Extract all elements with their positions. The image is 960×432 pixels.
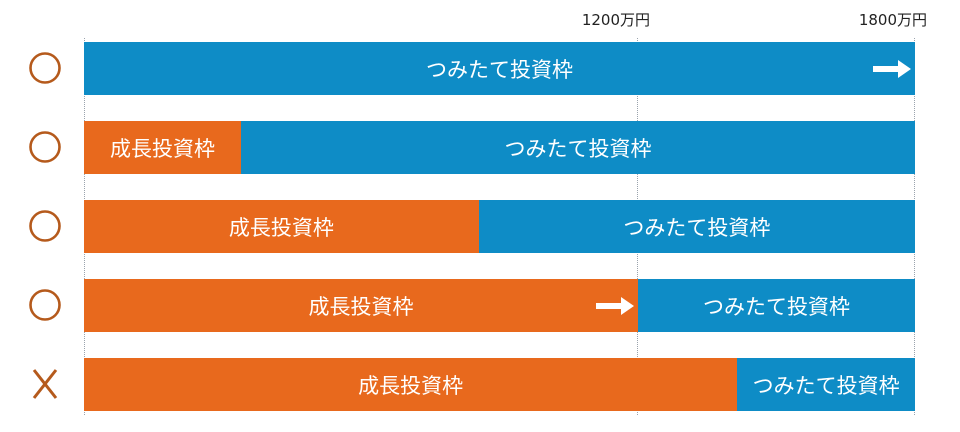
- seicho-segment: 成長投資枠: [84, 121, 241, 174]
- tsumitate-segment: つみたて投資枠: [737, 358, 915, 411]
- circle-mark-icon: [24, 205, 66, 247]
- tsumitate-segment: つみたて投資枠: [478, 200, 915, 253]
- cross-mark-icon: [24, 363, 66, 405]
- seicho-segment: 成長投資枠: [84, 200, 479, 253]
- arrow-right-icon: [596, 297, 634, 315]
- seicho-segment: 成長投資枠: [84, 358, 738, 411]
- tsumitate-segment: つみたて投資枠: [84, 42, 915, 95]
- axis-tick-label-1200: 1200万円: [581, 11, 650, 29]
- allocation-row: 成長投資枠 つみたて投資枠: [84, 358, 915, 411]
- tsumitate-segment: つみたて投資枠: [638, 279, 915, 332]
- seicho-segment: 成長投資枠: [84, 279, 638, 332]
- circle-mark-icon: [24, 47, 66, 89]
- circle-mark-icon: [24, 126, 66, 168]
- axis-tick-label-1800: 1800万円: [858, 11, 927, 29]
- allocation-row: 成長投資枠 つみたて投資枠: [84, 200, 915, 253]
- arrow-right-icon: [873, 60, 911, 78]
- allocation-row: 成長投資枠 つみたて投資枠: [84, 121, 915, 174]
- allocation-row: 成長投資枠 つみたて投資枠: [84, 279, 915, 332]
- circle-mark-icon: [24, 284, 66, 326]
- tsumitate-segment: つみたて投資枠: [240, 121, 915, 174]
- allocation-row: つみたて投資枠: [84, 42, 915, 95]
